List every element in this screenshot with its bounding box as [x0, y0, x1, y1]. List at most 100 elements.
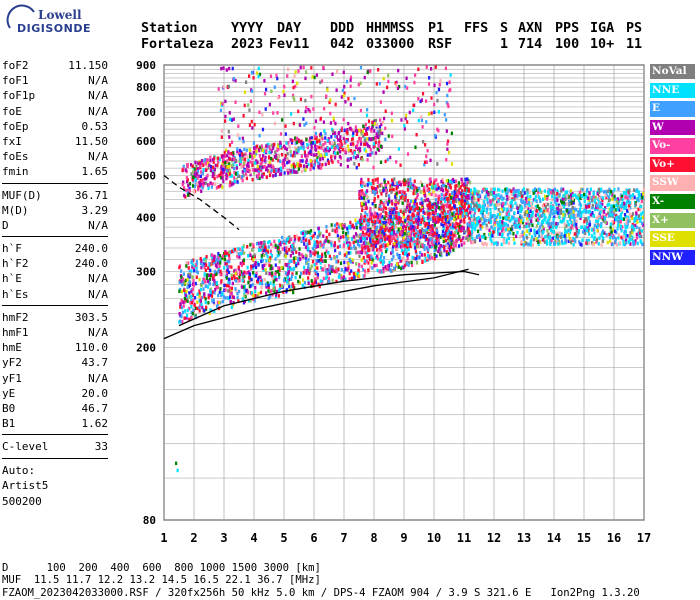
echo-point — [365, 259, 369, 264]
echo-point — [501, 203, 504, 208]
echo-point — [248, 251, 251, 255]
echo-point — [204, 158, 207, 162]
echo-point — [589, 213, 592, 217]
echo-point — [320, 254, 324, 259]
echo-point — [332, 154, 335, 158]
x-tick-label: 14 — [547, 531, 561, 545]
echo-point — [277, 158, 280, 163]
echo-point — [463, 184, 466, 189]
echo-point — [425, 120, 428, 124]
echo-point — [360, 189, 364, 193]
echo-point — [287, 271, 290, 275]
echo-point — [321, 163, 324, 167]
echo-point — [402, 229, 406, 233]
echo-point — [566, 194, 569, 198]
param-value: 1.65 — [81, 165, 109, 179]
echo-point — [223, 296, 226, 300]
echo-point — [190, 289, 193, 294]
echo-point — [538, 216, 541, 221]
echo-point — [264, 247, 267, 252]
echo-point — [191, 287, 195, 292]
echo-point — [293, 239, 296, 243]
echo-point — [363, 147, 366, 152]
echo-point — [354, 239, 357, 243]
echo-point — [523, 224, 526, 229]
echo-point — [545, 197, 549, 201]
echo-point — [339, 149, 342, 154]
echo-point — [616, 204, 620, 209]
echo-point — [424, 234, 427, 239]
echo-point — [313, 249, 316, 253]
echo-point — [249, 284, 252, 288]
echo-point — [344, 235, 348, 239]
echo-point — [407, 235, 410, 240]
param-row: foEp 0.53 — [2, 119, 108, 134]
echo-point — [441, 177, 444, 182]
echo-point — [339, 162, 342, 167]
echo-point — [205, 263, 208, 267]
echo-point — [597, 187, 601, 192]
echo-point — [563, 222, 566, 226]
echo-point — [469, 223, 472, 228]
echo-point — [483, 232, 486, 237]
echo-point — [624, 215, 628, 219]
echo-point — [412, 228, 415, 233]
echo-point — [242, 272, 245, 276]
echo-point — [598, 190, 601, 195]
echo-point — [616, 219, 619, 223]
echo-point — [641, 215, 644, 220]
echo-point — [563, 205, 566, 209]
echo-point — [256, 294, 259, 299]
echo-point — [293, 153, 296, 158]
echo-point — [255, 271, 258, 276]
echo-point — [471, 207, 475, 212]
echo-point — [259, 281, 262, 286]
echo-point — [292, 95, 295, 100]
echo-point — [292, 85, 295, 90]
echo-point — [197, 185, 200, 189]
echo-point — [287, 160, 291, 164]
echo-point — [427, 82, 431, 86]
echo-point — [342, 70, 345, 75]
echo-point — [535, 224, 539, 228]
echo-point — [614, 229, 617, 234]
echo-point — [419, 250, 422, 255]
echo-point — [183, 296, 186, 301]
echo-point — [217, 173, 221, 178]
echo-point — [556, 198, 559, 202]
echo-point — [528, 217, 531, 222]
echo-point — [223, 167, 226, 172]
echo-point — [446, 189, 449, 193]
echo-point — [341, 147, 344, 152]
echo-point — [449, 236, 452, 240]
echo-point — [390, 118, 394, 123]
echo-point — [307, 108, 310, 112]
echo-point — [617, 197, 620, 201]
echo-point — [228, 169, 231, 173]
echo-point — [296, 81, 299, 86]
echo-point — [488, 228, 491, 233]
echo-point — [555, 240, 559, 244]
echo-point — [233, 176, 236, 180]
echo-point — [194, 160, 197, 165]
echo-point — [269, 164, 272, 168]
echo-point — [379, 100, 382, 104]
echo-point — [294, 237, 297, 241]
echo-point — [522, 237, 525, 242]
echo-point — [600, 215, 603, 219]
echo-point — [448, 217, 452, 222]
echo-point — [248, 272, 252, 276]
echo-point — [241, 174, 244, 179]
echo-point — [399, 220, 402, 225]
echo-point — [485, 226, 488, 231]
echo-point — [250, 242, 253, 246]
echo-point — [460, 243, 463, 247]
echo-point — [357, 82, 360, 87]
header-value: RSF — [428, 37, 453, 52]
echo-point — [569, 189, 573, 193]
echo-point — [243, 294, 246, 298]
echo-point — [376, 147, 379, 151]
echo-point — [300, 253, 304, 257]
echo-point — [625, 194, 628, 198]
echo-point — [190, 310, 193, 315]
